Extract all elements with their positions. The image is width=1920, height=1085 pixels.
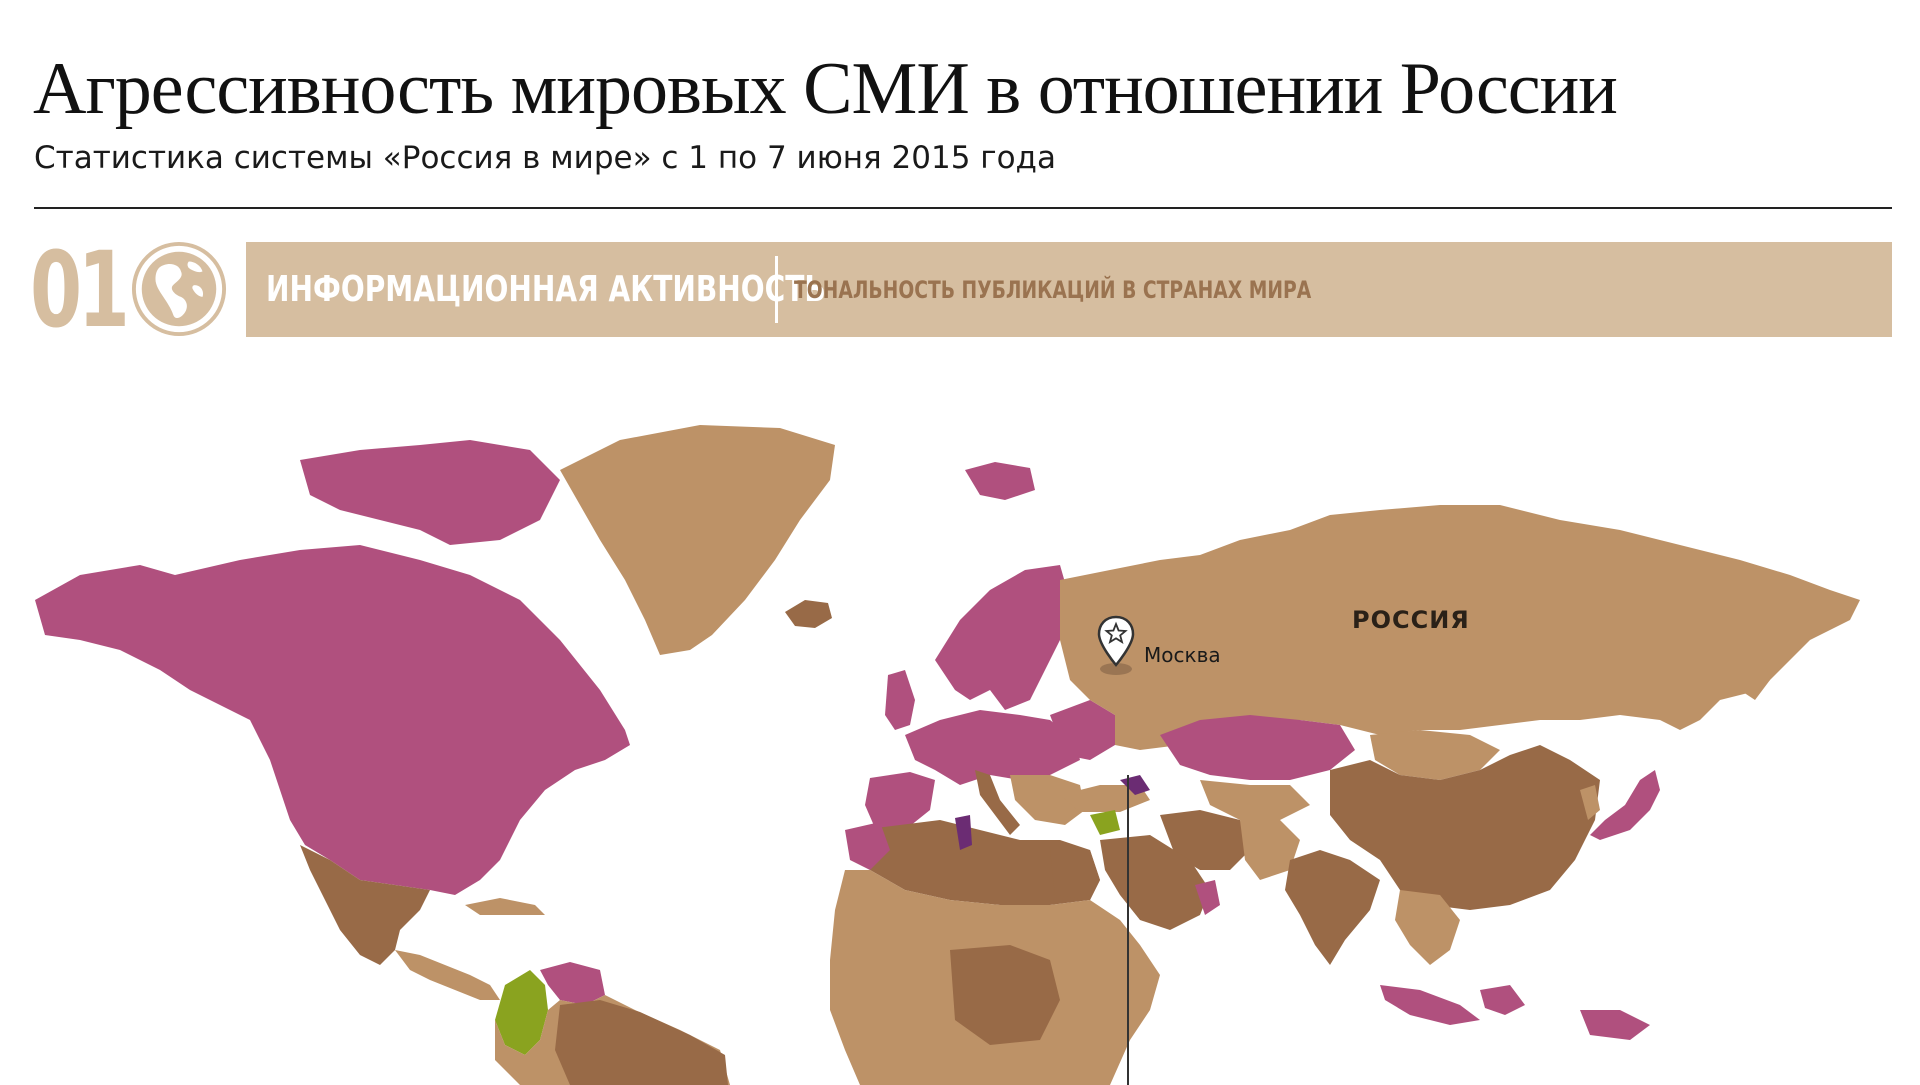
country-kazakhstan bbox=[1160, 715, 1355, 780]
map-label-moscow: Москва bbox=[1144, 643, 1221, 667]
section-banner: ИНФОРМАЦИОННАЯ АКТИВНОСТЬ ТОНАЛЬНОСТЬ ПУ… bbox=[246, 242, 1892, 337]
star-pin-icon bbox=[1097, 615, 1135, 675]
country-afghanistan bbox=[1240, 820, 1300, 880]
country-korea bbox=[1580, 785, 1600, 820]
country-uk bbox=[885, 670, 915, 730]
banner-main-label: ИНФОРМАЦИОННАЯ АКТИВНОСТЬ bbox=[266, 269, 826, 310]
country-svalbard bbox=[965, 462, 1035, 500]
country-greenland bbox=[560, 425, 835, 655]
country-venezuela bbox=[540, 962, 605, 1005]
country-kamchatka bbox=[1740, 650, 1770, 700]
country-balkans bbox=[1010, 775, 1085, 825]
country-scandinavia bbox=[935, 565, 1070, 710]
country-canada-islands bbox=[300, 440, 560, 545]
country-russia bbox=[1060, 505, 1860, 750]
country-western-europe bbox=[905, 710, 1080, 785]
page-title: Агрессивность мировых СМИ в отношении Ро… bbox=[33, 48, 1618, 130]
country-ukraine bbox=[1050, 700, 1115, 760]
banner-sub-label: ТОНАЛЬНОСТЬ ПУБЛИКАЦИЙ В СТРАНАХ МИРА bbox=[794, 276, 1312, 304]
country-central-america bbox=[395, 950, 500, 1000]
country-new-guinea bbox=[1580, 1010, 1650, 1040]
country-indonesia bbox=[1380, 985, 1480, 1025]
country-borneo bbox=[1480, 985, 1525, 1015]
page-subtitle: Статистика системы «Россия в мире» с 1 п… bbox=[34, 140, 1056, 176]
country-tunisia bbox=[955, 815, 972, 850]
country-cuba bbox=[465, 898, 545, 915]
map-label-russia: РОССИЯ bbox=[1352, 606, 1470, 634]
country-central-asia bbox=[1200, 780, 1310, 820]
globe-icon bbox=[131, 241, 227, 337]
country-colombia bbox=[495, 970, 548, 1055]
world-map bbox=[35, 425, 1860, 1085]
header-divider bbox=[34, 207, 1892, 209]
country-oman bbox=[1195, 880, 1220, 915]
country-brazil bbox=[555, 1000, 728, 1085]
section-number: 01 bbox=[30, 229, 130, 351]
country-iran bbox=[1160, 810, 1250, 870]
map-pointer-line bbox=[1127, 775, 1129, 1085]
country-japan bbox=[1590, 770, 1660, 840]
country-iceland bbox=[785, 600, 832, 628]
country-morocco bbox=[845, 822, 890, 870]
country-india bbox=[1285, 850, 1380, 965]
banner-divider bbox=[775, 256, 778, 323]
country-italy bbox=[975, 770, 1020, 835]
country-mongolia bbox=[1370, 730, 1500, 780]
country-egypt bbox=[1050, 850, 1100, 900]
country-china bbox=[1330, 745, 1600, 910]
country-mexico bbox=[300, 845, 430, 965]
country-north-america bbox=[35, 545, 630, 895]
country-central-africa bbox=[950, 945, 1060, 1045]
country-syria bbox=[1090, 810, 1120, 835]
country-iberia bbox=[865, 772, 935, 830]
country-north-africa bbox=[860, 820, 1100, 905]
country-se-asia bbox=[1395, 890, 1460, 965]
